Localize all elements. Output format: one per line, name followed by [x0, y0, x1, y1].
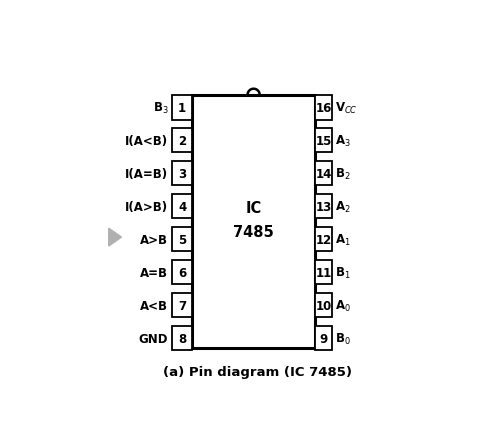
- Text: B$_3$: B$_3$: [153, 101, 169, 116]
- Bar: [315, 261, 332, 285]
- Text: 14: 14: [315, 168, 331, 181]
- Text: 7485: 7485: [233, 224, 274, 239]
- Text: 9: 9: [319, 332, 327, 345]
- Text: 5: 5: [178, 233, 186, 246]
- Bar: [172, 326, 193, 351]
- Text: IC: IC: [245, 201, 262, 216]
- Text: 12: 12: [315, 233, 331, 246]
- Bar: [172, 129, 193, 153]
- Text: 10: 10: [315, 299, 331, 312]
- Bar: [315, 96, 332, 120]
- Bar: [315, 162, 332, 186]
- Text: 2: 2: [178, 135, 186, 148]
- Bar: [315, 195, 332, 219]
- Bar: [315, 326, 332, 351]
- Text: 13: 13: [315, 201, 331, 214]
- Text: 7: 7: [178, 299, 186, 312]
- Bar: [315, 129, 332, 153]
- Text: 11: 11: [315, 266, 331, 279]
- Text: B$_0$: B$_0$: [336, 331, 351, 346]
- Bar: [172, 228, 193, 252]
- Polygon shape: [109, 229, 121, 247]
- Text: I(A<B): I(A<B): [125, 135, 169, 148]
- Text: 1: 1: [178, 102, 186, 115]
- Bar: [172, 261, 193, 285]
- Bar: [315, 293, 332, 318]
- Text: 8: 8: [178, 332, 186, 345]
- Text: I(A>B): I(A>B): [125, 201, 169, 214]
- Text: GND: GND: [139, 332, 169, 345]
- Text: A<B: A<B: [140, 299, 169, 312]
- Bar: [172, 195, 193, 219]
- Text: 16: 16: [315, 102, 331, 115]
- Text: B$_2$: B$_2$: [336, 167, 351, 181]
- Bar: [315, 228, 332, 252]
- Text: A$_2$: A$_2$: [336, 199, 351, 214]
- Bar: [193, 95, 315, 348]
- Text: B$_1$: B$_1$: [336, 265, 351, 280]
- Text: 4: 4: [178, 201, 186, 214]
- Bar: [172, 96, 193, 120]
- Text: A$_3$: A$_3$: [336, 134, 351, 149]
- Text: A>B: A>B: [140, 233, 169, 246]
- Text: I(A=B): I(A=B): [125, 168, 169, 181]
- Text: V$_{CC}$: V$_{CC}$: [336, 101, 358, 116]
- Text: 6: 6: [178, 266, 186, 279]
- Text: 15: 15: [315, 135, 331, 148]
- Bar: [172, 162, 193, 186]
- Text: (a) Pin diagram (IC 7485): (a) Pin diagram (IC 7485): [163, 365, 352, 378]
- Text: 3: 3: [178, 168, 186, 181]
- Bar: [172, 293, 193, 318]
- Text: A=B: A=B: [140, 266, 169, 279]
- Text: A$_0$: A$_0$: [336, 298, 351, 313]
- Text: A$_1$: A$_1$: [336, 232, 351, 247]
